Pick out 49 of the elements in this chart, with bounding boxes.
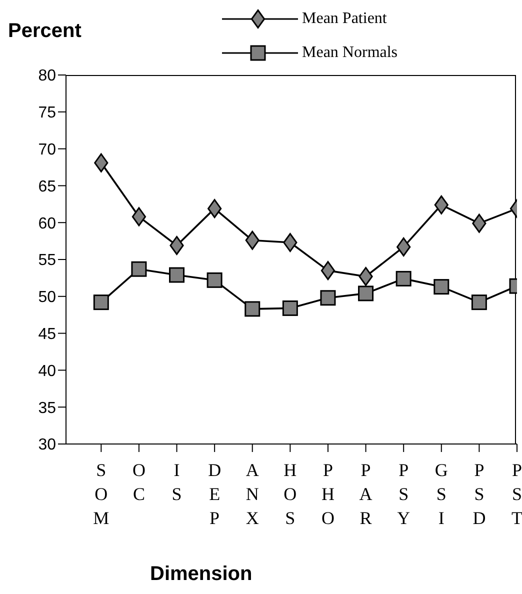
y-axis-title: Percent [8, 20, 82, 43]
point [131, 261, 147, 277]
point [208, 199, 222, 218]
point [320, 261, 336, 280]
y-tick-label: 70 [38, 141, 56, 158]
y-tick-label: 35 [38, 400, 56, 417]
x-tick-label: PAR [359, 460, 372, 528]
point [206, 272, 222, 288]
point [358, 266, 373, 286]
y-tick-label: 60 [38, 215, 56, 232]
x-tick-label: PST [512, 460, 522, 528]
point [93, 294, 109, 310]
point [396, 270, 412, 286]
point [320, 290, 336, 306]
point [396, 237, 411, 256]
y-tick-label: 45 [38, 326, 56, 343]
legend-label: Mean Patient [302, 10, 387, 28]
point [471, 294, 487, 310]
point [169, 267, 185, 283]
y-tick-label: 65 [38, 178, 56, 196]
y-tick-label: 55 [38, 252, 56, 270]
y-tick-label: 80 [38, 68, 56, 85]
point [245, 230, 260, 250]
y-tick-label: 75 [38, 104, 56, 122]
x-axis-title: Dimension [150, 563, 252, 586]
point [282, 300, 298, 316]
x-tick-label: DEP [208, 460, 222, 528]
x-tick-label: GSI [434, 460, 448, 528]
point [434, 279, 450, 295]
x-tick-label: OC [132, 460, 146, 504]
point [244, 301, 260, 317]
point [434, 195, 448, 214]
y-tick-label: 40 [38, 362, 56, 380]
point [94, 153, 108, 172]
x-tick-label: IS [172, 460, 182, 504]
x-tick-label: HOS [284, 460, 297, 528]
legend-label: Mean Normals [302, 44, 398, 62]
y-tick-label: 30 [38, 436, 56, 454]
point [358, 286, 374, 302]
point [283, 233, 298, 252]
y-tick-label: 50 [38, 289, 56, 306]
x-tick-label: SOM [93, 460, 110, 528]
x-tick-label: ANX [246, 460, 259, 528]
x-tick-label: PSY [397, 460, 410, 528]
point [132, 207, 146, 226]
x-tick-label: PSD [472, 460, 486, 528]
point [170, 236, 184, 255]
x-tick-label: PHO [321, 460, 334, 528]
point [472, 214, 486, 233]
